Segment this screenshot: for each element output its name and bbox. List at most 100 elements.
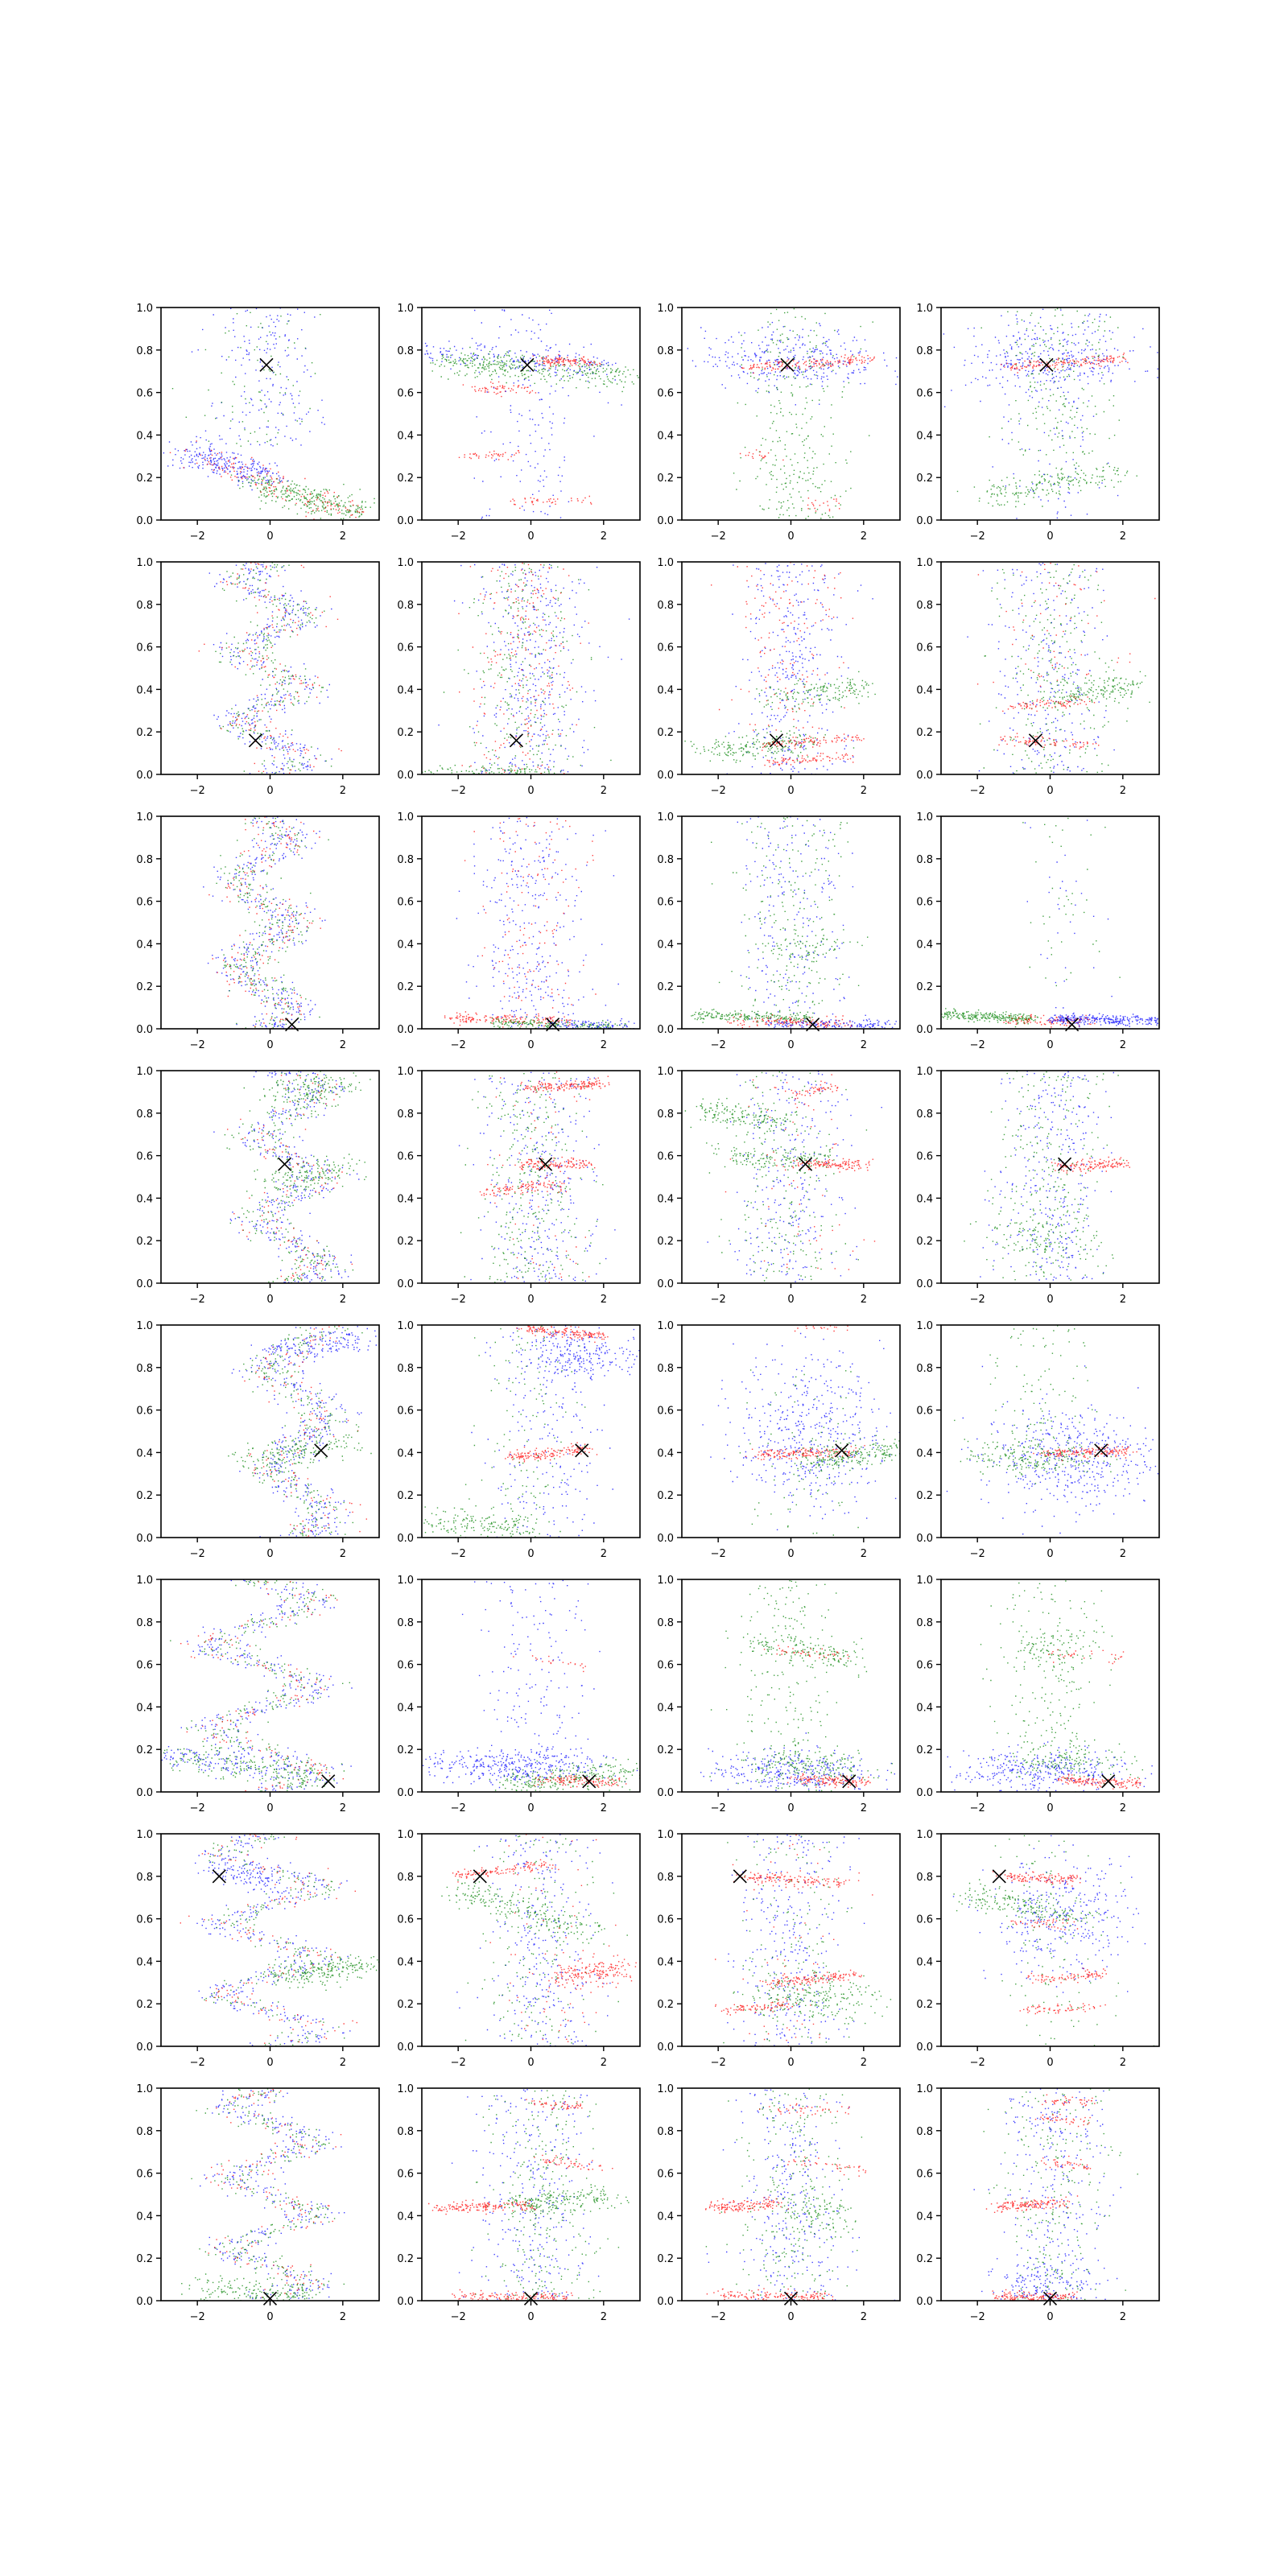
scatter-dots-red — [794, 1325, 848, 1332]
series-green-cluster-4 — [163, 1744, 323, 1787]
x-tick-label: −2 — [451, 1548, 466, 1560]
series-red-cluster-5 — [992, 2289, 1078, 2301]
panel-r1-c1: −2 0 2 0.0 0.2 0.4 0.6 0.8 1.0 — [136, 303, 380, 543]
series-red-cluster-4 — [462, 381, 537, 398]
y-tick-label: 0.4 — [397, 1447, 414, 1459]
x-tick-label: 0 — [1046, 1294, 1053, 1306]
panel-r7-c1: −2 0 2 0.0 0.2 0.4 0.6 0.8 1.0 — [136, 1829, 380, 2069]
scatter-dots-blue — [485, 1327, 640, 1388]
x-tick-label: 0 — [787, 2057, 794, 2069]
y-tick-label: 0.0 — [397, 1278, 414, 1290]
scatter-dots-blue — [456, 817, 619, 1029]
y-tick-label: 0.4 — [916, 2211, 933, 2223]
y-tick-label: 1.0 — [136, 2083, 153, 2095]
series-blue-cluster-5 — [250, 1326, 377, 1366]
y-tick-label: 0.0 — [916, 1278, 933, 1290]
x-tick-label: 2 — [1120, 785, 1126, 797]
x-tick-label: 2 — [601, 1548, 607, 1560]
y-tick-label: 0.2 — [916, 1744, 933, 1757]
series-green-cluster-3 — [1040, 669, 1150, 709]
series-blue-cluster-2 — [981, 2260, 1108, 2301]
x-tick-label: −2 — [451, 1802, 466, 1814]
x-tick-label: 0 — [787, 530, 794, 543]
y-tick-label: 0.0 — [657, 1533, 674, 1545]
x-tick-label: 2 — [340, 1294, 346, 1306]
y-tick-label: 0.4 — [397, 430, 414, 442]
series-green-cluster-3 — [964, 1200, 1113, 1261]
scatter-points — [952, 1835, 1155, 2046]
series-green-cluster-2 — [443, 563, 612, 774]
x-tick-label: −2 — [711, 1294, 726, 1306]
series-red-cluster-4 — [762, 733, 865, 751]
x-marker — [733, 1869, 747, 1884]
x-marker — [509, 733, 523, 748]
series-green-cluster-4 — [954, 1325, 1098, 1454]
scatter-dots-red — [998, 733, 1100, 749]
series-blue-cluster-1 — [456, 1834, 613, 2046]
x-marker — [1058, 1157, 1072, 1171]
y-tick-label: 1.0 — [916, 1575, 933, 1587]
y-tick-label: 0.8 — [136, 1108, 153, 1121]
y-tick-label: 1.0 — [397, 1066, 414, 1078]
y-tick-label: 0.6 — [397, 1151, 414, 1163]
scatter-dots-blue — [203, 816, 326, 1029]
series-red-cluster-2 — [1000, 353, 1129, 374]
scatter-dots-blue — [422, 1745, 638, 1789]
y-tick-label: 1.0 — [657, 1829, 674, 1841]
scatter-dots-green — [171, 312, 321, 447]
axes-frame — [940, 1579, 1160, 1793]
scatter-dots-green — [443, 563, 612, 774]
x-marker — [473, 1869, 487, 1884]
y-tick-label: 0.4 — [657, 1193, 674, 1205]
y-tick-label: 1.0 — [397, 811, 414, 824]
y-tick-label: 0.4 — [916, 684, 933, 696]
scatter-points — [687, 308, 898, 520]
y-tick-label: 1.0 — [136, 1829, 153, 1841]
series-red-cluster-3 — [516, 1325, 609, 1343]
scatter-dots-green — [954, 1325, 1098, 1454]
panel-r4-c2: −2 0 2 0.0 0.2 0.4 0.6 0.8 1.0 — [397, 1066, 641, 1306]
scatter-points — [180, 1834, 379, 2046]
y-tick-label: 0.8 — [136, 1617, 153, 1629]
y-tick-label: 0.4 — [657, 1702, 674, 1714]
axes-frame — [940, 307, 1160, 521]
series-red-cluster-6 — [526, 2099, 583, 2110]
series-green-cluster-5 — [423, 1505, 540, 1538]
x-tick-label: 0 — [1046, 785, 1053, 797]
scatter-dots-red — [1051, 1156, 1130, 1174]
x-tick-label: 0 — [787, 1802, 794, 1814]
x-tick-label: −2 — [970, 2057, 985, 2069]
y-tick-label: 0.6 — [136, 1151, 153, 1163]
series-green-cluster-3 — [756, 671, 876, 712]
y-tick-label: 0.8 — [916, 854, 933, 866]
scatter-dots-red — [208, 816, 321, 1029]
x-tick-label: 0 — [1046, 1802, 1053, 1814]
series-red-cluster-5 — [764, 752, 854, 767]
x-tick-label: 0 — [527, 785, 534, 797]
x-tick-label: 0 — [266, 1039, 273, 1051]
series-blue-cluster-4 — [461, 1579, 601, 1761]
series-red-cluster-4 — [505, 1442, 598, 1463]
x-marker — [783, 2291, 799, 2306]
x-tick-label: 2 — [861, 530, 867, 543]
panel-r1-c2: −2 0 2 0.0 0.2 0.4 0.6 0.8 1.0 — [397, 303, 641, 543]
y-tick-label: 0.2 — [916, 2253, 933, 2265]
x-tick-label: 2 — [1120, 2057, 1126, 2069]
scatter-dots-red — [976, 563, 1156, 687]
x-tick-label: −2 — [711, 785, 726, 797]
y-tick-label: 0.8 — [136, 600, 153, 612]
x-tick-label: 2 — [340, 1548, 346, 1560]
scatter-dots-blue — [726, 563, 873, 774]
x-tick-label: 0 — [787, 1039, 794, 1051]
y-tick-label: 0.6 — [916, 388, 933, 400]
scatter-dots-green — [986, 1071, 1125, 1281]
scatter-dots-red — [764, 752, 854, 767]
series-red-cluster-3 — [198, 562, 342, 774]
y-tick-label: 0.4 — [657, 2211, 674, 2223]
axes-frame — [681, 2087, 901, 2301]
series-red-cluster-3 — [206, 2089, 342, 2298]
scatter-dots-green — [956, 462, 1137, 508]
y-tick-label: 0.8 — [397, 2126, 414, 2138]
scatter-dots-red — [992, 2289, 1078, 2301]
x-marker — [575, 1443, 589, 1458]
